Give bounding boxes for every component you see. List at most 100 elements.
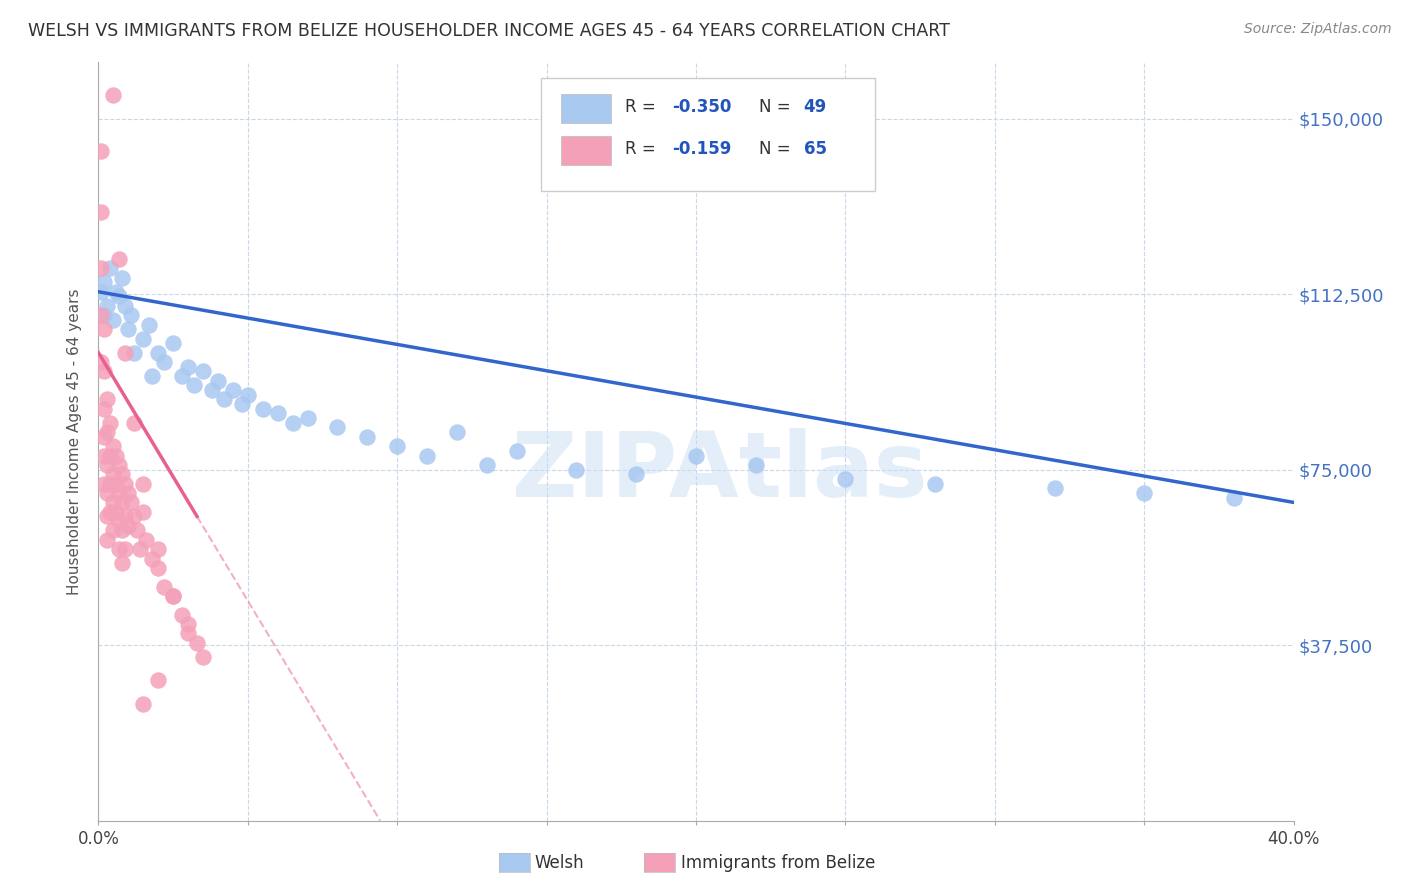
Point xyxy=(103,88,125,103)
Point xyxy=(103,439,125,453)
Point xyxy=(124,509,146,524)
Point xyxy=(103,467,125,482)
Point xyxy=(96,486,118,500)
Text: Welsh: Welsh xyxy=(534,854,583,871)
Point xyxy=(231,397,253,411)
Point xyxy=(117,518,139,533)
Text: R =: R = xyxy=(626,140,666,158)
Point xyxy=(129,542,152,557)
Point xyxy=(108,542,131,557)
Point xyxy=(172,369,194,384)
Point xyxy=(297,411,319,425)
Point xyxy=(120,495,142,509)
Point xyxy=(135,533,157,547)
Point xyxy=(177,617,200,632)
Point xyxy=(141,551,163,566)
Point xyxy=(132,332,155,346)
Point xyxy=(114,299,136,313)
Text: N =: N = xyxy=(759,140,796,158)
Point xyxy=(114,345,136,359)
Text: 65: 65 xyxy=(804,140,827,158)
Point xyxy=(132,476,155,491)
Point xyxy=(90,355,112,369)
Point xyxy=(132,505,155,519)
Point xyxy=(506,443,529,458)
Point xyxy=(162,589,184,603)
Point xyxy=(93,401,115,416)
FancyBboxPatch shape xyxy=(561,136,612,165)
Point xyxy=(124,416,146,430)
Point xyxy=(111,270,134,285)
Point xyxy=(252,401,274,416)
Point xyxy=(177,359,200,374)
Point xyxy=(96,299,118,313)
Text: N =: N = xyxy=(759,98,796,116)
Point xyxy=(93,322,115,336)
Point xyxy=(103,524,125,538)
Point xyxy=(212,392,235,407)
Point xyxy=(114,542,136,557)
Y-axis label: Householder Income Ages 45 - 64 years: Householder Income Ages 45 - 64 years xyxy=(67,288,83,595)
Text: ZIPAtlas: ZIPAtlas xyxy=(512,428,928,516)
Point xyxy=(172,607,194,622)
Point xyxy=(191,364,214,378)
Point xyxy=(111,556,134,570)
FancyBboxPatch shape xyxy=(541,78,876,191)
Point xyxy=(98,416,122,430)
Point xyxy=(114,509,136,524)
Text: Source: ZipAtlas.com: Source: ZipAtlas.com xyxy=(1244,22,1392,37)
Point xyxy=(183,378,205,392)
Point xyxy=(148,542,170,557)
Point xyxy=(626,467,648,482)
Point xyxy=(385,439,409,453)
Point xyxy=(90,308,112,322)
Point xyxy=(117,486,139,500)
Point xyxy=(108,514,131,528)
Point xyxy=(105,505,128,519)
Point xyxy=(105,476,128,491)
Point xyxy=(148,561,170,575)
Point xyxy=(162,589,184,603)
Point xyxy=(103,495,125,509)
Point xyxy=(153,355,176,369)
Point xyxy=(93,476,115,491)
Point xyxy=(924,476,946,491)
Point xyxy=(186,636,208,650)
Point xyxy=(108,486,131,500)
Point xyxy=(90,285,112,299)
Point xyxy=(1133,486,1156,500)
FancyBboxPatch shape xyxy=(561,95,612,123)
Text: -0.159: -0.159 xyxy=(672,140,731,158)
Point xyxy=(281,416,304,430)
Point xyxy=(191,649,214,664)
Point xyxy=(105,449,128,463)
Point xyxy=(96,425,118,440)
Point xyxy=(108,458,131,472)
Point xyxy=(124,345,146,359)
Point xyxy=(90,145,112,159)
Point xyxy=(111,495,134,509)
Point xyxy=(207,374,229,388)
Point xyxy=(105,285,128,299)
Point xyxy=(93,364,115,378)
Point xyxy=(356,430,378,444)
Point xyxy=(96,392,118,407)
Point xyxy=(132,697,155,711)
Point xyxy=(103,313,125,327)
Point xyxy=(148,673,170,688)
Point xyxy=(127,524,149,538)
Point xyxy=(745,458,768,472)
Point xyxy=(201,383,224,397)
Point xyxy=(141,369,163,384)
Point xyxy=(416,449,439,463)
Text: 49: 49 xyxy=(804,98,827,116)
Text: R =: R = xyxy=(626,98,661,116)
Point xyxy=(685,449,707,463)
Point xyxy=(98,449,122,463)
Point xyxy=(267,407,290,421)
Point xyxy=(111,524,134,538)
Point xyxy=(96,509,118,524)
Text: WELSH VS IMMIGRANTS FROM BELIZE HOUSEHOLDER INCOME AGES 45 - 64 YEARS CORRELATIO: WELSH VS IMMIGRANTS FROM BELIZE HOUSEHOL… xyxy=(28,22,950,40)
Point xyxy=(114,476,136,491)
Point xyxy=(93,308,115,322)
